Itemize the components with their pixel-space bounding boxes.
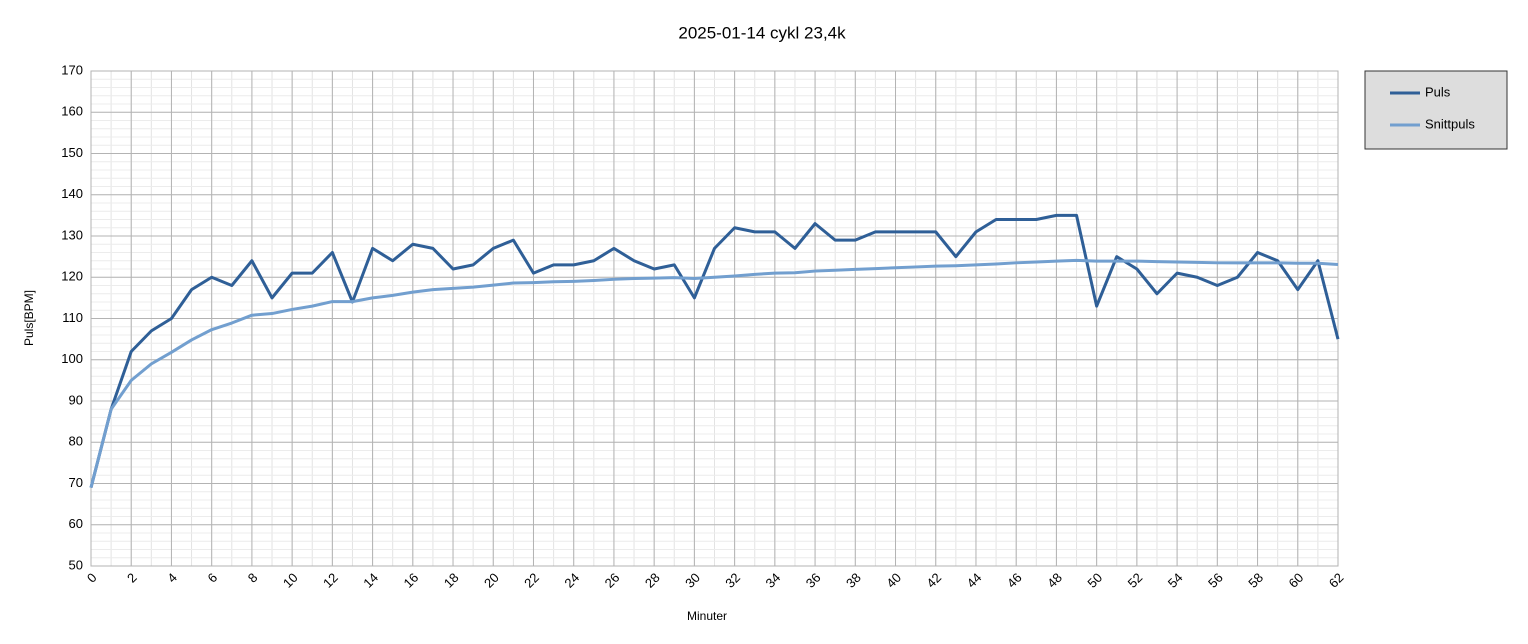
x-axis-label: Minuter bbox=[687, 609, 727, 623]
y-tick-label: 80 bbox=[69, 434, 83, 449]
y-tick-label: 170 bbox=[61, 62, 83, 77]
series-line bbox=[89, 213, 1340, 488]
y-tick-label: 50 bbox=[69, 557, 83, 572]
y-tick-label: 100 bbox=[61, 351, 83, 366]
legend-label: Puls bbox=[1425, 84, 1451, 99]
y-tick-label: 110 bbox=[62, 310, 83, 325]
y-tick-label: 150 bbox=[61, 145, 83, 160]
chart-title: 2025-01-14 cykl 23,4k bbox=[678, 23, 846, 42]
legend-box bbox=[1364, 70, 1508, 150]
y-tick-label: 70 bbox=[69, 475, 83, 490]
y-tick-label: 130 bbox=[61, 227, 83, 242]
y-axis-label: Puls[BPM] bbox=[22, 290, 36, 346]
y-tick-label: 160 bbox=[61, 104, 83, 119]
y-tick-label: 60 bbox=[69, 516, 83, 531]
y-tick-label: 140 bbox=[61, 186, 83, 201]
series-line bbox=[89, 258, 1339, 488]
y-tick-label: 90 bbox=[69, 392, 83, 407]
y-tick-label: 120 bbox=[61, 269, 83, 284]
plot-frame bbox=[90, 70, 1339, 567]
legend-label: Snittpuls bbox=[1425, 116, 1475, 131]
